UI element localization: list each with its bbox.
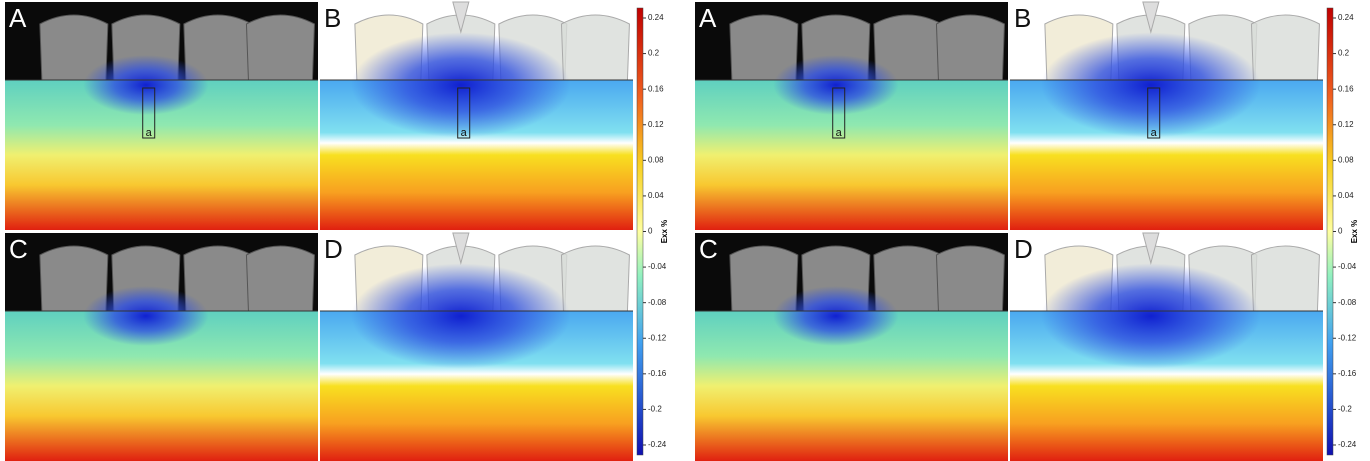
- tooth: [1251, 246, 1319, 311]
- colorbar-tick-label: 0.08: [1338, 155, 1354, 164]
- compression-zone: [83, 55, 208, 115]
- tooth: [936, 246, 1004, 311]
- colorbar-tick-label: -0.12: [648, 333, 667, 342]
- colorbar-tick-label: 0.16: [1338, 84, 1354, 93]
- panel-label: C: [699, 234, 718, 264]
- panel-label: C: [9, 234, 28, 264]
- colorbar-tick-label: -0.2: [648, 405, 662, 414]
- colorbar-tick-label: 0: [1338, 227, 1343, 236]
- colorbar-tick-label: -0.08: [648, 298, 667, 307]
- colorbar-tick-label: 0.12: [648, 120, 664, 129]
- colorbar-tick-label: 0.16: [648, 84, 664, 93]
- panel-label: D: [324, 234, 343, 264]
- colorbar-tick-label: -0.24: [648, 440, 667, 449]
- colorbar-tick-label: -0.2: [1338, 405, 1352, 414]
- colorbar-tick-label: 0.24: [648, 13, 664, 22]
- panel-label: B: [324, 3, 341, 33]
- colorbar-tick-label: -0.08: [1338, 298, 1357, 307]
- compression-zone: [83, 286, 208, 346]
- colorbar-tick-label: 0.24: [1338, 13, 1354, 22]
- compression-zone: [773, 286, 898, 346]
- gauge-label: a: [1151, 127, 1158, 139]
- panel-label: A: [9, 3, 27, 33]
- tooth: [246, 246, 314, 311]
- colorbar-tick-label: 0.2: [648, 49, 660, 58]
- compression-zone: [351, 33, 570, 138]
- gauge-label: a: [146, 127, 153, 139]
- colorbar-tick-label: -0.04: [648, 262, 667, 271]
- colorbar-tick-label: 0: [648, 227, 653, 236]
- colorbar-tick-label: -0.16: [648, 369, 667, 378]
- tooth: [1251, 15, 1319, 80]
- compression-zone: [1041, 264, 1260, 369]
- gauge-label: a: [461, 127, 468, 139]
- compression-zone: [773, 55, 898, 115]
- panel-label: A: [699, 3, 717, 33]
- colorbar-tick-label: 0.08: [648, 155, 664, 164]
- tooth: [561, 246, 629, 311]
- colorbar-tick-label: -0.24: [1338, 440, 1357, 449]
- compression-zone: [351, 264, 570, 369]
- tooth: [936, 15, 1004, 80]
- colorbar-tick-label: -0.16: [1338, 369, 1357, 378]
- colorbar-label: Exx %: [660, 220, 669, 244]
- colorbar-tick-label: -0.12: [1338, 333, 1357, 342]
- gauge-label: a: [836, 127, 843, 139]
- tooth: [561, 15, 629, 80]
- compression-zone: [1041, 33, 1260, 138]
- colorbar-tick-label: 0.2: [1338, 49, 1350, 58]
- tooth: [246, 15, 314, 80]
- colorbar-tick-label: 0.04: [1338, 191, 1354, 200]
- colorbar-tick-label: 0.12: [1338, 120, 1354, 129]
- colorbar-label: Exx %: [1350, 220, 1359, 244]
- figure: Aa Ba C D 0.24 0.2 0.16 0.12 0.08 0.04 0 -0.04 -0.08…: [0, 0, 1370, 461]
- colorbar-tick-label: -0.04: [1338, 262, 1357, 271]
- panel-label: B: [1014, 3, 1031, 33]
- colorbar: [637, 8, 643, 455]
- panel-label: D: [1014, 234, 1033, 264]
- colorbar-tick-label: 0.04: [648, 191, 664, 200]
- colorbar: [1327, 8, 1333, 455]
